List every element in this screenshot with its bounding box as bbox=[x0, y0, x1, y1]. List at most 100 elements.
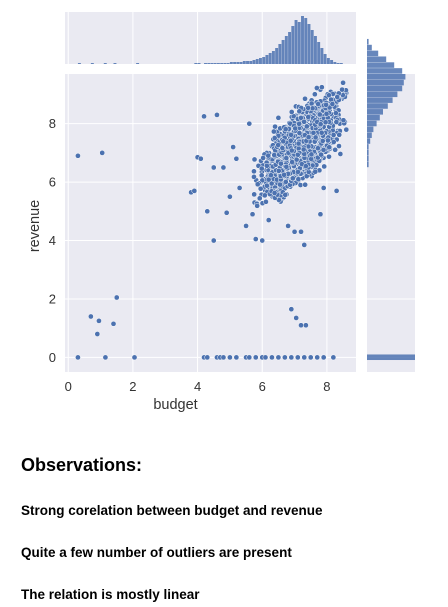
revenue-histogram-bar bbox=[367, 114, 380, 121]
scatter-point bbox=[262, 354, 269, 361]
scatter-point bbox=[204, 208, 211, 215]
scatter-point bbox=[318, 151, 324, 158]
scatter-point bbox=[258, 172, 265, 179]
x-tick-label: 0 bbox=[65, 379, 72, 394]
scatter-point bbox=[302, 181, 309, 188]
budget-histogram-bar bbox=[255, 59, 259, 64]
scatter-point bbox=[275, 354, 282, 361]
budget-histogram-bar bbox=[288, 32, 292, 64]
scatter-point bbox=[233, 354, 240, 361]
budget-histogram-bar bbox=[278, 44, 282, 64]
scatter-point bbox=[263, 198, 269, 205]
scatter-point bbox=[204, 354, 211, 361]
scatter-point bbox=[305, 143, 312, 150]
scatter-point bbox=[295, 176, 302, 183]
scatter-point bbox=[336, 143, 342, 149]
budget-histogram-bar bbox=[310, 30, 314, 64]
budget-histogram-bar bbox=[259, 58, 262, 64]
budget-histogram-bar bbox=[136, 63, 140, 64]
scatter-point bbox=[233, 155, 240, 162]
scatter-point bbox=[315, 101, 321, 107]
joint-plot-svg: 0 2 4 6 8 0 2 4 6 8 budget revenue bbox=[27, 12, 415, 413]
scatter-point bbox=[271, 135, 278, 141]
scatter-point bbox=[260, 155, 266, 161]
scatter-point bbox=[265, 217, 272, 223]
budget-histogram-bar bbox=[113, 63, 117, 64]
scatter-point bbox=[294, 354, 301, 361]
scatter-point bbox=[223, 209, 230, 216]
revenue-histogram-bar bbox=[367, 126, 374, 133]
scatter-point bbox=[283, 155, 290, 161]
revenue-histogram-bar bbox=[367, 38, 369, 45]
budget-histogram-bar bbox=[313, 36, 317, 64]
scatter-point bbox=[330, 139, 337, 145]
budget-histogram-bar bbox=[262, 57, 266, 64]
scatter-point bbox=[249, 211, 256, 218]
scatter-point bbox=[282, 354, 288, 361]
scatter-point bbox=[340, 79, 346, 86]
scatter-point bbox=[251, 168, 257, 175]
budget-histogram-bar bbox=[268, 53, 272, 64]
budget-histogram-bar bbox=[323, 54, 327, 64]
scatter-point bbox=[261, 192, 268, 199]
scatter-point bbox=[289, 175, 296, 182]
budget-histogram-bar bbox=[281, 40, 285, 64]
scatter-point bbox=[270, 128, 277, 135]
budget-histogram-bar bbox=[210, 63, 214, 64]
scatter-point bbox=[271, 152, 278, 158]
budget-histogram-bar bbox=[301, 16, 304, 64]
scatter-point bbox=[305, 134, 312, 141]
budget-histogram-bar bbox=[297, 22, 301, 64]
scatter-point bbox=[295, 145, 302, 152]
scatter-point bbox=[322, 119, 329, 126]
scatter-point bbox=[288, 109, 295, 115]
budget-histogram-bar bbox=[320, 48, 324, 64]
scatter-point bbox=[201, 113, 207, 120]
budget-histogram-bar bbox=[242, 61, 246, 64]
budget-histogram-bar bbox=[284, 36, 288, 64]
scatter-point bbox=[278, 160, 284, 167]
scatter-point bbox=[246, 354, 253, 361]
revenue-histogram-bar bbox=[367, 354, 415, 361]
budget-histogram-bar bbox=[229, 62, 233, 64]
x-axis-label: budget bbox=[153, 397, 197, 413]
scatter-point bbox=[277, 181, 283, 188]
revenue-histogram-bar bbox=[367, 79, 404, 86]
scatter-point bbox=[298, 228, 304, 235]
scatter-point bbox=[246, 120, 253, 127]
revenue-histogram-bar bbox=[367, 91, 398, 98]
scatter-point bbox=[94, 331, 101, 337]
scatter-point bbox=[291, 228, 298, 235]
scatter-point bbox=[288, 306, 295, 313]
budget-histogram-bar bbox=[265, 55, 269, 64]
revenue-histogram-bar bbox=[367, 68, 403, 74]
revenue-histogram-bar bbox=[367, 62, 395, 68]
scatter-point bbox=[332, 146, 339, 153]
scatter-point bbox=[251, 156, 258, 163]
revenue-histogram-bar bbox=[367, 149, 369, 156]
observation-line: Strong corelation between budget and rev… bbox=[21, 503, 323, 518]
budget-histogram-bar bbox=[252, 60, 256, 64]
scatter-point bbox=[314, 85, 320, 91]
revenue-histogram-bar bbox=[367, 120, 377, 127]
budget-histogram-bar bbox=[330, 60, 334, 64]
budget-histogram-bar bbox=[294, 20, 298, 64]
scatter-point bbox=[334, 94, 341, 100]
scatter-point bbox=[320, 354, 327, 361]
budget-histogram-bar bbox=[304, 18, 308, 64]
scatter-point bbox=[336, 131, 343, 138]
scatter-point bbox=[254, 181, 261, 188]
scatter-point bbox=[96, 318, 102, 324]
budget-histogram-bar bbox=[271, 51, 275, 64]
revenue-histogram-bar bbox=[367, 74, 406, 80]
scatter-point bbox=[75, 354, 81, 361]
x-tick-label: 6 bbox=[259, 379, 266, 394]
budget-histogram-bar bbox=[103, 63, 107, 64]
scatter-point bbox=[283, 163, 290, 170]
y-tick-label: 2 bbox=[49, 291, 56, 306]
scatter-point bbox=[131, 354, 138, 361]
observation-line: The relation is mostly linear bbox=[21, 587, 200, 602]
scatter-point bbox=[271, 190, 278, 196]
budget-histogram-bar bbox=[194, 63, 198, 64]
x-tick-label: 4 bbox=[194, 379, 201, 394]
